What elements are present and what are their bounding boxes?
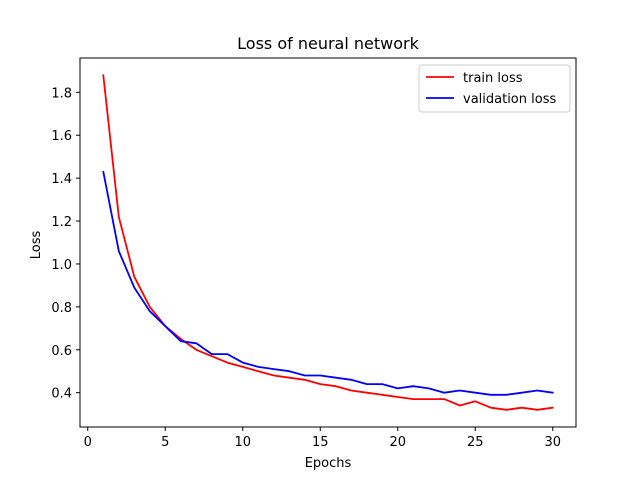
y-tick-label: 1.0 (51, 258, 72, 273)
x-tick-label: 5 (161, 435, 169, 450)
legend-label: validation loss (463, 92, 556, 107)
legend: train loss validation loss (418, 64, 571, 113)
y-tick-label: 0.6 (51, 344, 72, 359)
x-tick-label: 30 (544, 435, 561, 450)
y-tick-label: 1.2 (51, 215, 72, 230)
legend-label: train loss (463, 71, 523, 86)
y-tick-label: 1.8 (51, 86, 72, 101)
plot-area: 0 5 10 15 20 25 30 0.4 0.6 0.8 1.0 1.2 1.4 1.6 1.8 (51, 57, 577, 450)
legend-box (418, 64, 571, 113)
y-axis-label: Loss (29, 231, 44, 260)
x-tick-label: 25 (467, 435, 484, 450)
x-tick-label: 15 (312, 435, 329, 450)
axes-frame (79, 57, 577, 428)
chart-title: Loss of neural network (237, 34, 419, 53)
y-tick-label: 0.8 (51, 301, 72, 316)
x-tick-label: 0 (84, 435, 92, 450)
y-tick-label: 1.6 (51, 129, 72, 144)
series-line-train-loss (102, 74, 554, 411)
y-tick-label: 0.4 (51, 387, 72, 402)
x-axis-label: Epochs (305, 456, 352, 471)
series-line-validation-loss (102, 170, 554, 396)
y-tick-label: 1.4 (51, 172, 72, 187)
x-tick-label: 20 (389, 435, 406, 450)
x-tick-label: 10 (234, 435, 251, 450)
